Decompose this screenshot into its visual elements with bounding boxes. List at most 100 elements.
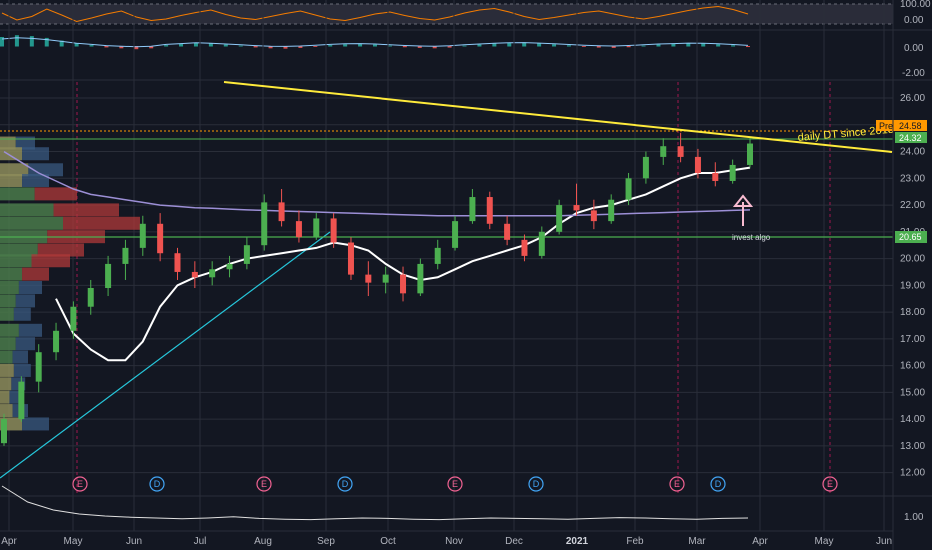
x-tick-label: Jul: [194, 536, 207, 547]
macd-panel: 0.00 -2.00: [0, 35, 925, 79]
rsi-panel: 100.00 0.00: [0, 0, 931, 26]
candle-body: [694, 156, 701, 173]
descending-trendline: [223, 81, 893, 153]
candle-body: [452, 221, 459, 248]
macd-histogram-bar: [74, 43, 79, 47]
macd-histogram-bar: [89, 45, 94, 47]
macd-histogram-bar: [343, 44, 348, 47]
earnings-badge: [447, 476, 463, 492]
macd-histogram-bar: [596, 46, 601, 48]
x-tick-label: May: [815, 536, 834, 547]
candle-body: [382, 274, 389, 283]
macd-histogram-bar: [522, 42, 527, 47]
volume-profile-bar: [0, 187, 35, 201]
dividend-badge-label: D: [533, 479, 540, 489]
pre-tag-label: Pre: [879, 121, 893, 131]
candle-body: [243, 245, 250, 264]
candle-body: [209, 269, 216, 278]
volume-profile-bar: [9, 390, 21, 404]
price-tick-label: 24.00: [900, 147, 925, 158]
volume-profile-bar: [0, 254, 32, 268]
invest-algo-annotation: invest algo: [732, 233, 771, 242]
candle-body: [226, 263, 233, 270]
candle-body: [1, 419, 7, 444]
price-panel: daily DT since 2018 invest algo 26.0025.…: [0, 0, 927, 531]
earnings-badge: [669, 476, 685, 492]
candle-body: [347, 242, 354, 275]
rising-trendline: [0, 231, 331, 479]
close-price-tag: 24.32: [895, 132, 927, 143]
candle-body: [174, 253, 181, 272]
candle-body: [625, 178, 632, 200]
volume-profile-bar: [0, 267, 23, 281]
volume-profile-bar: [0, 404, 13, 418]
macd-tick-0: 0.00: [904, 43, 924, 54]
macd-histogram-bar: [283, 46, 288, 49]
moving-average-line: [3, 150, 751, 217]
candle-body: [608, 199, 615, 222]
volume-profile-bar: [12, 350, 28, 364]
candle-body: [70, 306, 77, 331]
macd-histogram-bar: [432, 46, 437, 49]
macd-histogram-bar: [328, 45, 333, 47]
macd-histogram-bar: [59, 40, 64, 47]
x-tick-label: 2021: [566, 536, 589, 547]
x-tick-label: Aug: [254, 536, 272, 547]
earnings-badge-label: E: [261, 479, 267, 489]
volume-profile-bar: [22, 267, 49, 281]
macd-histogram-bar: [164, 45, 169, 47]
volume-profile-bar: [0, 363, 14, 377]
x-tick-label: Feb: [626, 536, 644, 547]
volume-profile-bar: [15, 337, 35, 351]
earnings-badge-label: E: [77, 479, 83, 489]
candle-body: [729, 164, 736, 181]
macd-histogram-bar: [104, 46, 109, 48]
volume-profile-bar: [37, 243, 84, 257]
x-tick-label: May: [64, 536, 83, 547]
macd-histogram-bar: [656, 44, 661, 47]
candle-body: [278, 202, 285, 222]
candle-body: [521, 239, 528, 256]
volume-profile-bar: [0, 323, 19, 337]
volume-profile-bar: [0, 136, 16, 150]
dividend-badge-label: D: [342, 479, 349, 489]
candle-body: [747, 143, 753, 165]
macd-histogram-bar: [373, 44, 377, 47]
candle-body: [105, 263, 112, 288]
macd-histogram-bar: [193, 42, 198, 47]
pre-price-value: 24.58: [899, 121, 922, 131]
macd-histogram-bar: [566, 45, 571, 47]
earnings-badge-label: E: [674, 479, 680, 489]
x-tick-label: Oct: [380, 536, 396, 547]
candle-body: [660, 146, 667, 157]
candle-body: [486, 197, 493, 224]
volume-profile-bar: [0, 163, 29, 177]
dividend-badge-label: D: [154, 479, 161, 489]
macd-histogram-bar: [44, 37, 49, 47]
candle-body: [556, 205, 563, 232]
rsi-line: [1, 5, 749, 23]
macd-histogram-bar: [253, 46, 258, 48]
close-price-value: 24.32: [899, 133, 922, 143]
macd-histogram-bar: [119, 46, 124, 49]
macd-histogram-bar: [731, 45, 736, 47]
support-price-value: 20.65: [899, 232, 922, 242]
x-tick-label: Dec: [505, 536, 523, 547]
x-tick-label: Mar: [688, 536, 706, 547]
macd-histogram-bar: [537, 43, 542, 47]
volume-profile-bar: [0, 390, 10, 404]
macd-histogram-bar: [313, 46, 318, 47]
pre-price-tag: Pre 24.58: [876, 120, 927, 131]
macd-histogram-bar: [507, 42, 512, 47]
candle-body: [434, 247, 441, 264]
macd-signal-line: [1, 37, 749, 48]
candle-body: [295, 221, 302, 238]
volume-profile-bar: [13, 363, 31, 377]
macd-histogram-bar: [223, 44, 228, 47]
macd-histogram-bar: [701, 43, 706, 47]
volume-profile-bar: [0, 281, 19, 294]
volume-profile-bar: [13, 307, 31, 321]
volume-profile-bar: [18, 323, 42, 337]
